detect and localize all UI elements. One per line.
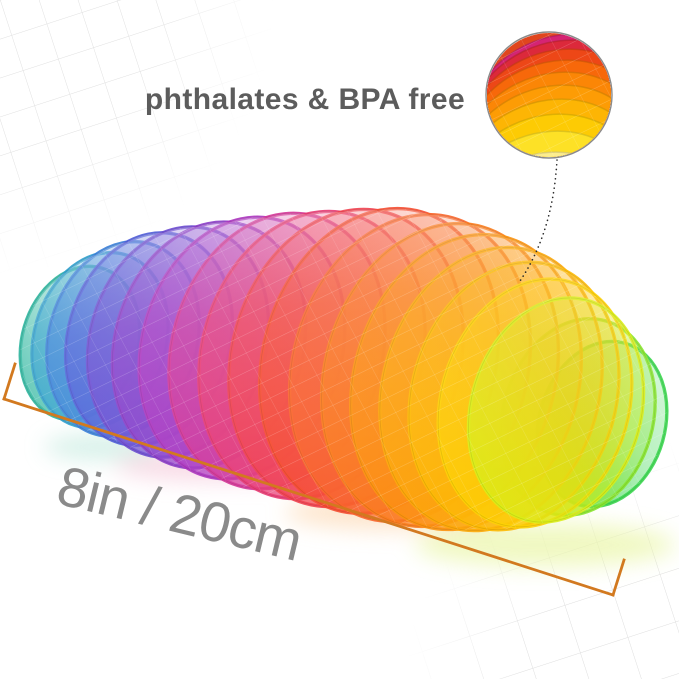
svg-text:phthalates & BPA free: phthalates & BPA free	[145, 83, 465, 116]
